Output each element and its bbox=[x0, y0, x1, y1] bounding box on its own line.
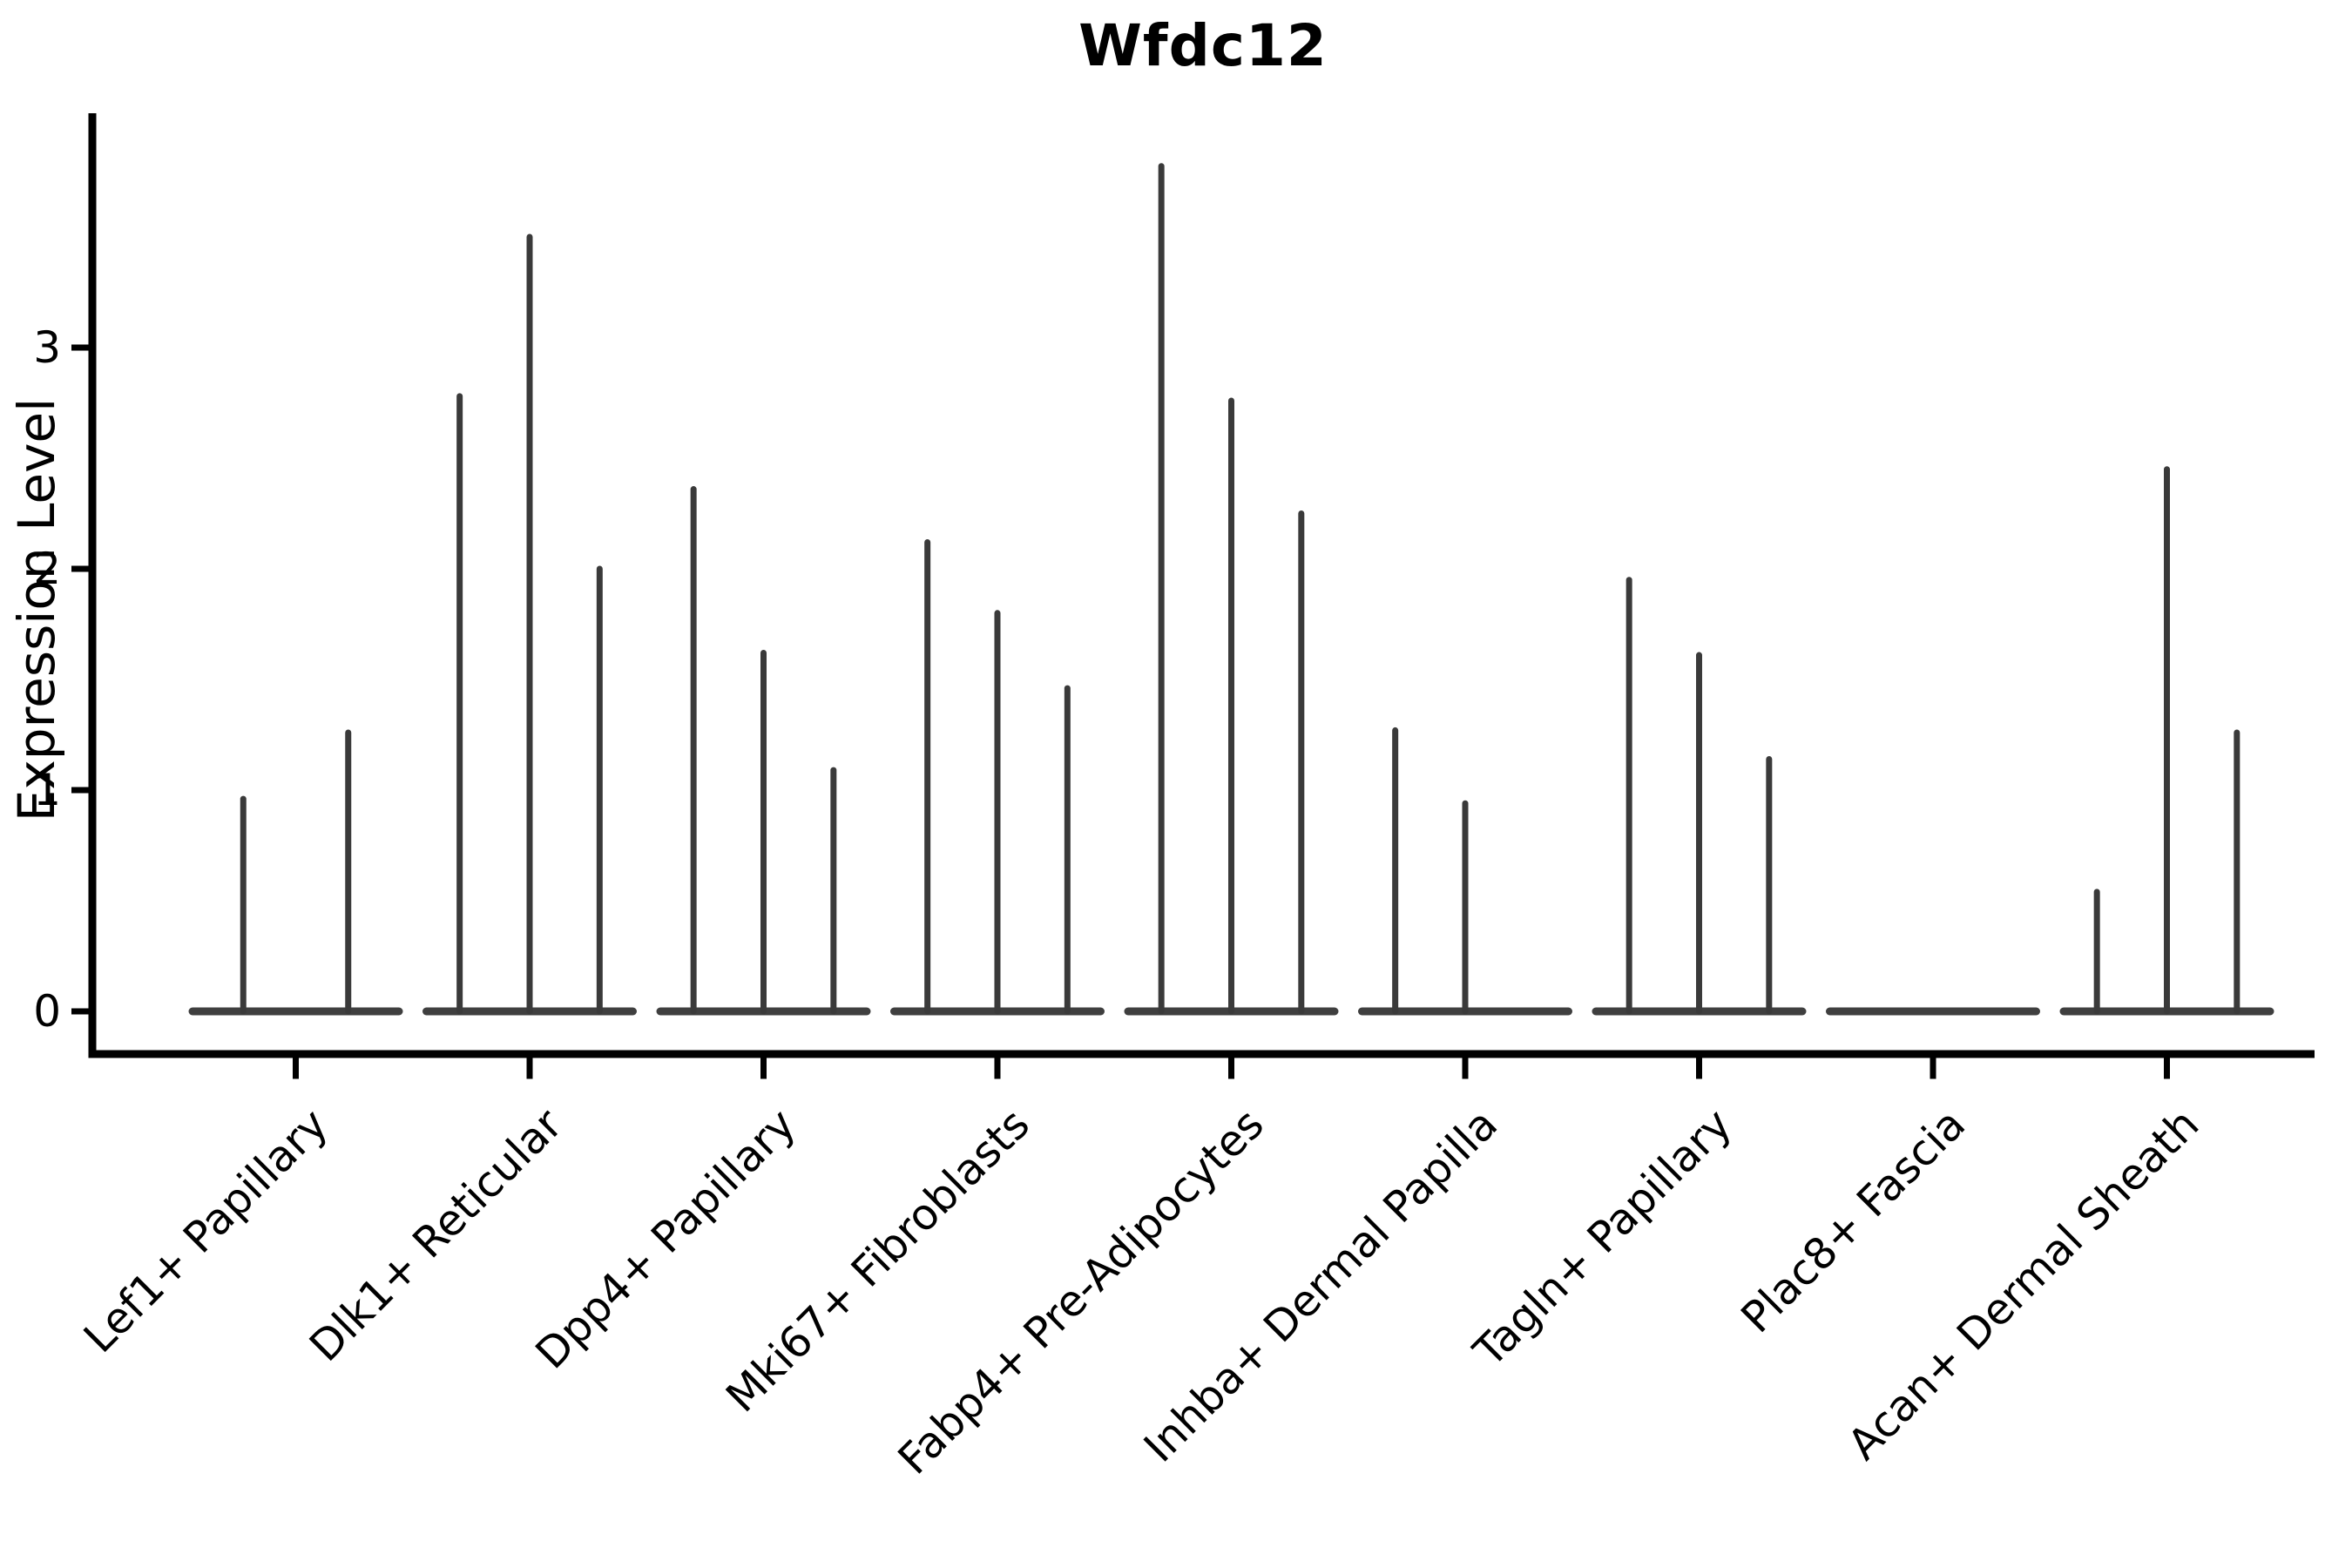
y-tick-label: 2 bbox=[33, 544, 61, 594]
violin-baseline bbox=[188, 1007, 403, 1016]
chart-title: Wfdc12 bbox=[1078, 12, 1328, 79]
y-tick-label: 1 bbox=[33, 765, 61, 815]
y-tick-label: 0 bbox=[33, 986, 61, 1037]
y-tick-label: 3 bbox=[33, 322, 61, 373]
violin-baseline bbox=[1826, 1007, 2040, 1016]
y-axis-label: Expression Level bbox=[7, 397, 66, 822]
